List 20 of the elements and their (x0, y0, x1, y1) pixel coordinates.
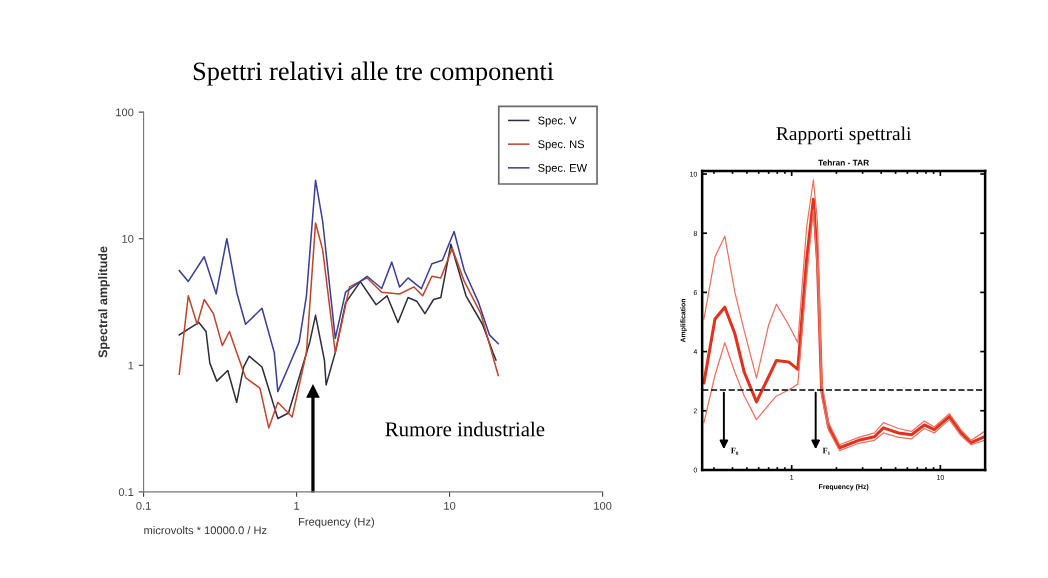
x-tick-label: 1 (294, 502, 300, 510)
annotation: F₀ (730, 447, 739, 455)
y-axis-title: Spectral amplitude (98, 246, 110, 358)
chart-title: Spettri relativi alle tre componenti (193, 61, 554, 86)
legend-label: Spec. NS (538, 140, 585, 151)
chart-title: Rapporti spettrali (776, 126, 912, 145)
x-tick-label: 0.1 (136, 501, 151, 510)
y-tick-label: 0.1 (118, 488, 134, 497)
y-tick-label: 1 (128, 361, 134, 370)
chart-subtitle: Tehran - TAR (818, 159, 870, 166)
annotation: F₁ (822, 447, 830, 455)
x-tick-label: 10 (444, 501, 456, 510)
legend-label: Spec. V (538, 116, 577, 127)
annotation: Rumore industriale (385, 421, 545, 437)
x-axis-title: Frequency (Hz) (299, 517, 374, 528)
y-tick-label: 100 (116, 108, 134, 117)
legend-label: Spec. EW (538, 163, 588, 175)
text: microvolts * 10000.0 / Hz (144, 526, 267, 535)
x-tick-label: 100 (594, 501, 612, 510)
y-tick-label: 10 (122, 234, 134, 243)
